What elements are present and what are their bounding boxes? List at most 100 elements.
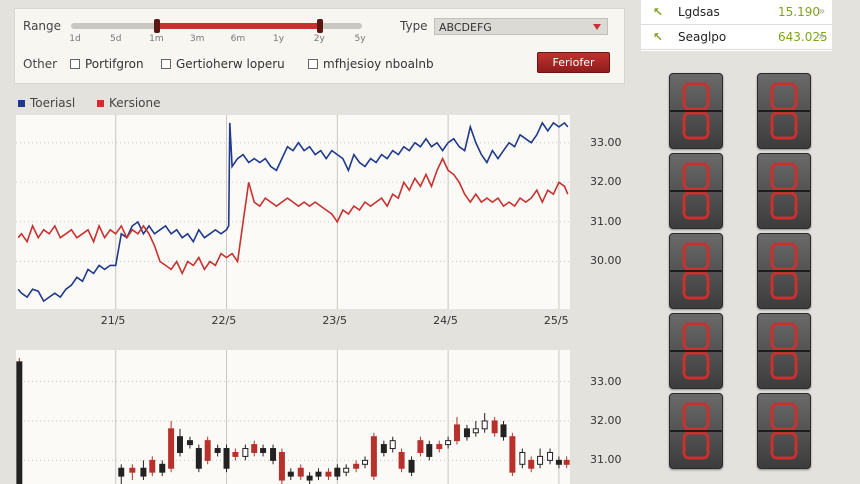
tile-split-line bbox=[670, 110, 722, 112]
candle-body bbox=[270, 448, 277, 461]
digit-tile bbox=[669, 313, 723, 389]
digit-tile bbox=[669, 393, 723, 469]
checkbox-icon[interactable] bbox=[161, 59, 171, 69]
tile-split-line bbox=[758, 430, 810, 432]
series-line-kersione bbox=[17, 156, 569, 276]
segment-upper bbox=[682, 322, 710, 351]
candle-body bbox=[260, 448, 267, 453]
candle-body bbox=[453, 424, 460, 442]
candle-body bbox=[278, 451, 285, 481]
segment-upper bbox=[682, 162, 710, 191]
range-tick-label[interactable]: 1d bbox=[69, 34, 81, 44]
x-tick-label: 21/5 bbox=[100, 314, 126, 327]
range-tick-label[interactable]: 1y bbox=[273, 34, 285, 44]
checkbox-gertioherw[interactable]: Gertioherw loperu bbox=[161, 57, 285, 71]
controls-panel: Range 1d 5d 1m 3m 6m 1y 2y 5y Type ABCDEFG Othe… bbox=[14, 8, 625, 84]
quote-value: 643.025 bbox=[778, 30, 828, 44]
candle-body bbox=[242, 448, 249, 457]
legend-item-kersione: Kersione bbox=[97, 96, 161, 110]
segment-upper bbox=[682, 82, 710, 111]
segment-upper bbox=[770, 242, 798, 271]
range-tick-label[interactable]: 6m bbox=[230, 34, 246, 44]
x-tick-label: 23/5 bbox=[322, 314, 348, 327]
seven-segment-digit bbox=[682, 402, 710, 460]
range-slider-fill bbox=[157, 23, 321, 29]
tile-split-line bbox=[670, 270, 722, 272]
tile-split-line bbox=[670, 430, 722, 432]
chevron-right-icon[interactable]: » bbox=[818, 4, 826, 18]
range-tick-label[interactable]: 5y bbox=[354, 34, 366, 44]
candle-body bbox=[149, 459, 156, 473]
candle-body bbox=[343, 467, 350, 473]
legend-swatch bbox=[97, 99, 104, 107]
candle-body bbox=[214, 448, 221, 453]
candle-body bbox=[204, 440, 211, 461]
tile-split-line bbox=[758, 350, 810, 352]
quote-row[interactable]: ↖ Lgdsas 15.190 » bbox=[641, 0, 832, 25]
checkbox-icon[interactable] bbox=[308, 59, 318, 69]
candle-body bbox=[417, 440, 424, 453]
candle-body bbox=[528, 459, 535, 469]
seven-segment-digit bbox=[682, 82, 710, 140]
candle-body bbox=[287, 471, 294, 477]
range-tick-label[interactable]: 1m bbox=[149, 34, 164, 44]
segment-upper bbox=[682, 242, 710, 271]
range-tick-label[interactable]: 5d bbox=[109, 34, 122, 44]
candle-body bbox=[251, 444, 258, 453]
seven-segment-digit bbox=[770, 322, 798, 380]
type-select-value: ABCDEFG bbox=[439, 21, 492, 34]
segment-upper bbox=[770, 162, 798, 191]
segment-lower bbox=[770, 351, 798, 380]
y-tick-label: 30.00 bbox=[590, 254, 622, 268]
type-select[interactable]: ABCDEFG bbox=[434, 18, 608, 35]
legend-label: Toeriasl bbox=[30, 96, 76, 110]
candle-body bbox=[159, 463, 166, 473]
checkbox-portifgron[interactable]: Portifgron bbox=[70, 57, 144, 71]
candle-body bbox=[16, 361, 23, 484]
candle-body bbox=[176, 436, 183, 453]
checkbox-label: Portifgron bbox=[85, 57, 144, 71]
chevron-right-icon[interactable]: » bbox=[818, 29, 826, 43]
tile-split-line bbox=[758, 270, 810, 272]
seven-segment-digit bbox=[682, 162, 710, 220]
range-handle-end[interactable] bbox=[317, 19, 323, 33]
tile-split-line bbox=[758, 110, 810, 112]
candle-body bbox=[315, 471, 322, 477]
candle-body bbox=[168, 428, 175, 469]
segment-lower bbox=[682, 191, 710, 220]
candle-body bbox=[334, 467, 341, 477]
candle-body bbox=[463, 428, 470, 438]
candle-body bbox=[129, 467, 136, 473]
segment-upper bbox=[770, 322, 798, 351]
segment-lower bbox=[682, 431, 710, 460]
legend-swatch bbox=[18, 99, 25, 107]
candle-body bbox=[232, 451, 239, 457]
seven-segment-digit bbox=[770, 162, 798, 220]
checkbox-mfhjesioy[interactable]: mfhjesioy nboalnb bbox=[308, 57, 434, 71]
y-tick-label: 32.00 bbox=[590, 175, 622, 189]
digit-tile bbox=[669, 233, 723, 309]
digit-tile bbox=[757, 313, 811, 389]
quote-row[interactable]: ↖ Seaglpo 643.025 » bbox=[641, 25, 832, 50]
x-tick-label: 22/5 bbox=[211, 314, 237, 327]
candle-body bbox=[297, 467, 304, 477]
range-tick-label[interactable]: 2y bbox=[313, 34, 325, 44]
candle-body bbox=[547, 451, 554, 461]
legend-item-toeriasl: Toeriasl bbox=[18, 96, 75, 110]
range-tick-label[interactable]: 3m bbox=[189, 34, 205, 44]
y-tick-label: 32.00 bbox=[590, 413, 622, 427]
candle-body bbox=[481, 420, 488, 430]
y-tick-label: 31.00 bbox=[590, 214, 622, 228]
checkbox-icon[interactable] bbox=[70, 59, 80, 69]
feriofer-button[interactable]: Feriofer bbox=[537, 52, 610, 73]
candle-body bbox=[362, 459, 369, 465]
quotes-box: ↖ Lgdsas 15.190 » ↖ Seaglpo 643.025 » bbox=[641, 0, 832, 51]
candle-body bbox=[186, 440, 193, 446]
segment-lower bbox=[770, 191, 798, 220]
digit-tile bbox=[669, 153, 723, 229]
range-handle-start[interactable] bbox=[154, 19, 160, 33]
candle-body bbox=[353, 463, 360, 469]
candle-body bbox=[118, 467, 125, 477]
checkbox-label: Gertioherw loperu bbox=[176, 57, 285, 71]
digit-tile bbox=[757, 73, 811, 149]
